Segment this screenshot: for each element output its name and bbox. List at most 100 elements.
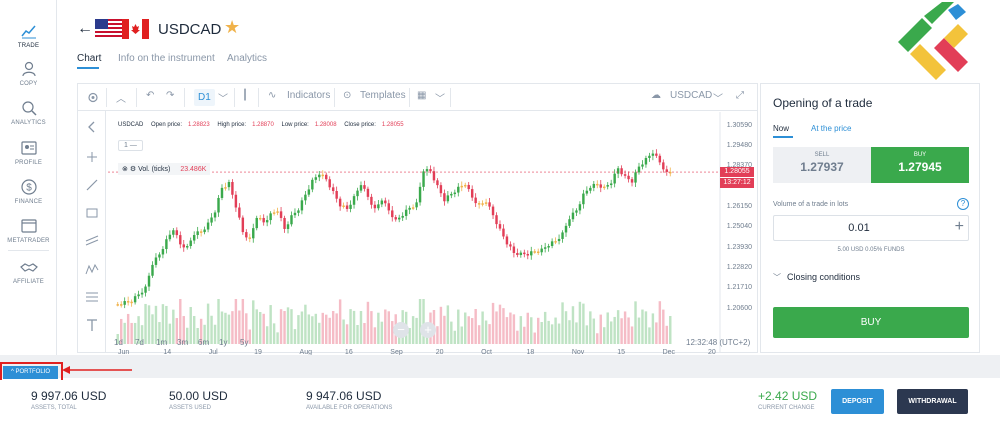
candle-body	[189, 240, 192, 247]
trend-line-icon[interactable]	[84, 177, 100, 193]
volume-bar	[203, 324, 206, 344]
tab-info[interactable]: Info on the instrument	[118, 53, 215, 64]
available-funds: 9 947.06 USD AVAILABLE FOR OPERATIONS	[306, 389, 392, 411]
fullscreen-icon[interactable]: ⤢	[736, 90, 744, 101]
favorite-star-icon[interactable]: ★	[224, 17, 241, 37]
high-label: High price:	[217, 122, 247, 128]
volume-bar	[530, 317, 533, 344]
chevron-up-icon[interactable]: ︿	[116, 94, 126, 105]
tab-now[interactable]: Now	[773, 124, 790, 133]
volume-indicator-badge[interactable]: ⊗ ⚙ Vol. (ticks) 23.486K	[118, 163, 211, 175]
chevron-down-icon[interactable]: ﹀	[218, 94, 228, 105]
portfolio-toggle-button[interactable]: ^ PORTFOLIO	[3, 366, 58, 379]
channel-icon[interactable]	[84, 233, 100, 249]
zoom-in-button[interactable]: +	[420, 322, 436, 338]
candle-body	[199, 231, 203, 233]
close-icon[interactable]: ⊗	[122, 166, 128, 173]
templates-icon[interactable]: ⊙	[343, 90, 352, 101]
buy-price-button[interactable]: BUY 1.27945	[871, 147, 969, 183]
tab-analytics[interactable]: Analytics	[227, 53, 268, 64]
candlestick-chart[interactable]	[108, 112, 756, 353]
assets-total-label: ASSETS, TOTAL	[31, 405, 77, 411]
volume-bar	[349, 309, 352, 344]
sidebar-item-trade[interactable]: TRADE	[0, 22, 57, 49]
timeframe-select[interactable]: D1	[194, 89, 215, 106]
chevron-down-icon[interactable]: ﹀	[435, 94, 445, 105]
candle-body	[662, 162, 665, 170]
volume-bar	[439, 306, 443, 344]
candle-body	[429, 169, 432, 172]
text-tool-icon[interactable]	[84, 317, 100, 333]
range-option-1y[interactable]: 1y	[219, 338, 228, 347]
cloud-icon[interactable]: ☁	[651, 90, 661, 101]
crosshair-icon[interactable]	[84, 149, 100, 165]
volume-bar	[491, 302, 495, 344]
indicators-icon[interactable]: ∿	[268, 90, 277, 101]
help-question-icon[interactable]: ?	[957, 198, 969, 210]
lot-volume-label: Volume of a trade in lots	[773, 201, 849, 208]
candle-body	[523, 252, 526, 255]
volume-bar	[460, 326, 463, 344]
pattern-icon[interactable]	[84, 261, 100, 277]
candle-body	[154, 257, 158, 265]
open-value: 1.28823	[188, 122, 210, 128]
candle-type-icon[interactable]: ┃	[242, 90, 249, 101]
withdrawal-button[interactable]: WITHDRAWAL	[897, 389, 968, 414]
settings-gear-icon[interactable]	[86, 90, 100, 105]
collapse-left-icon[interactable]	[84, 119, 100, 135]
chevron-down-icon[interactable]: ﹀	[713, 94, 723, 105]
range-option-1m[interactable]: 1m	[156, 338, 168, 347]
undo-icon[interactable]: ↶	[146, 90, 155, 101]
volume-bar	[498, 304, 502, 344]
closing-conditions-toggle[interactable]: ﹀ Closing conditions	[773, 272, 860, 283]
indicators-button[interactable]: Indicators	[287, 90, 331, 101]
candle-body	[276, 211, 279, 213]
sidebar-item-profile[interactable]: PROFILE	[0, 139, 57, 166]
tab-at-the-price[interactable]: At the price	[811, 124, 852, 133]
sell-button[interactable]: SELL 1.27937	[773, 147, 871, 183]
low-value: 1.28008	[314, 122, 337, 128]
volume-bar	[123, 322, 126, 344]
chart-panel: ︿ ↶ ↷ D1 ﹀ ┃ ∿ Indicators ⊙ Templates ▦ …	[77, 83, 758, 356]
templates-button[interactable]: Templates	[360, 90, 406, 101]
range-option-6m[interactable]: 6m	[198, 338, 210, 347]
symbol-select[interactable]: USDCAD	[670, 90, 713, 101]
tab-chart[interactable]: Chart	[77, 53, 102, 64]
volume-bar	[286, 307, 290, 344]
fibonacci-icon[interactable]	[84, 289, 100, 305]
sidebar-item-finance[interactable]: $ FINANCE	[0, 178, 57, 205]
rectangle-icon[interactable]	[84, 205, 100, 221]
volume-bar	[245, 313, 248, 344]
volume-bar	[512, 314, 516, 344]
increase-lot-button[interactable]: +	[954, 218, 964, 235]
candle-body	[436, 180, 439, 186]
deposit-button[interactable]: DEPOSIT	[831, 389, 884, 414]
lot-volume-input[interactable]: 0.01 +	[773, 215, 969, 241]
back-arrow-icon[interactable]: ←	[77, 20, 93, 37]
volume-bar	[606, 312, 609, 344]
gear-icon[interactable]: ⚙	[129, 166, 137, 173]
volume-bar	[356, 325, 359, 344]
sidebar-item-copy[interactable]: COPY	[0, 60, 57, 87]
range-option-3m[interactable]: 3m	[177, 338, 189, 347]
range-option-7d[interactable]: 7d	[135, 338, 144, 347]
range-option-1d[interactable]: 1d	[114, 338, 123, 347]
metatrader-window-icon	[20, 219, 37, 233]
candle-body	[609, 183, 613, 186]
layout-icon[interactable]: ▦	[417, 90, 427, 101]
zoom-out-button[interactable]: −	[393, 322, 409, 338]
chart-toolbar: ︿ ↶ ↷ D1 ﹀ ┃ ∿ Indicators ⊙ Templates ▦ …	[78, 84, 757, 111]
sidebar-item-affiliate[interactable]: AFFILIATE	[0, 258, 57, 285]
volume-bar	[161, 304, 165, 344]
sidebar-item-analytics[interactable]: ANALYTICS	[0, 99, 57, 126]
sidebar-item-metatrader[interactable]: METATRADER	[0, 217, 57, 244]
range-option-5y[interactable]: 5y	[240, 338, 249, 347]
redo-icon[interactable]: ↷	[166, 90, 175, 101]
series-badge[interactable]: 1 —	[118, 140, 143, 151]
volume-bar	[210, 315, 213, 344]
volume-bar	[158, 322, 161, 344]
volume-bar	[126, 313, 130, 344]
x-tick-label: Aug	[299, 349, 312, 356]
price-chart[interactable]: USDCAD Open price: 1.28823 High price: 1.2…	[108, 112, 756, 356]
buy-button[interactable]: BUY	[773, 307, 969, 338]
